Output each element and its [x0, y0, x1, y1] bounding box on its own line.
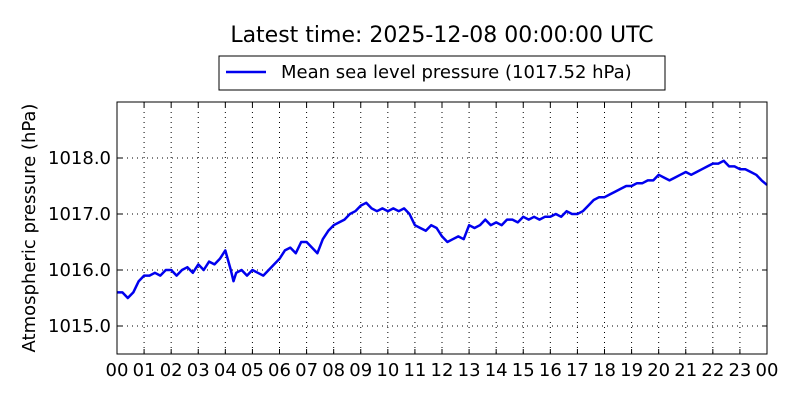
- x-tick-label: 06: [268, 360, 291, 381]
- x-tick-label: 15: [512, 360, 535, 381]
- x-tick-label: 02: [160, 360, 183, 381]
- x-tick-label: 16: [539, 360, 562, 381]
- x-tick-label: 09: [349, 360, 372, 381]
- x-tick-label: 21: [674, 360, 697, 381]
- y-axis-ticks: 1015.0 1016.0 1017.0 1018.0: [48, 148, 767, 337]
- y-tick-label: 1017.0: [48, 204, 111, 225]
- x-tick-label: 07: [295, 360, 318, 381]
- y-tick-label: 1015.0: [48, 316, 111, 337]
- x-tick-label: 03: [187, 360, 210, 381]
- x-tick-label: 20: [647, 360, 670, 381]
- x-tick-label: 01: [133, 360, 156, 381]
- y-tick-label: 1016.0: [48, 260, 111, 281]
- x-tick-label: 14: [485, 360, 508, 381]
- x-tick-label: 18: [593, 360, 616, 381]
- grid: [117, 102, 767, 354]
- x-tick-label: 00: [756, 360, 779, 381]
- x-tick-label: 23: [728, 360, 751, 381]
- x-tick-label: 17: [566, 360, 589, 381]
- y-axis-label: Atmospheric pressure (hPa): [19, 104, 40, 353]
- x-tick-label: 19: [620, 360, 643, 381]
- x-tick-label: 10: [376, 360, 399, 381]
- plot-frame: [116, 101, 768, 355]
- x-tick-label: 12: [431, 360, 454, 381]
- series-group: [117, 159, 768, 300]
- x-tick-label: 00: [106, 360, 129, 381]
- chart-title: Latest time: 2025-12-08 00:00:00 UTC: [230, 23, 653, 48]
- x-tick-label: 13: [458, 360, 481, 381]
- legend-label: Mean sea level pressure (1017.52 hPa): [281, 62, 632, 83]
- x-tick-label: 05: [241, 360, 264, 381]
- series-line-mslp: [117, 159, 768, 300]
- legend: Mean sea level pressure (1017.52 hPa): [218, 55, 666, 91]
- y-tick-label: 1018.0: [48, 148, 111, 169]
- x-tick-label: 08: [322, 360, 345, 381]
- x-tick-label: 04: [214, 360, 237, 381]
- x-axis-ticks: 00 01 02 03 04 05 06 07 08 09 10 11 12 13 14 15 16 17 18 19…: [106, 102, 779, 381]
- legend-box: [218, 55, 666, 91]
- x-tick-label: 11: [403, 360, 426, 381]
- x-tick-label: 22: [701, 360, 724, 381]
